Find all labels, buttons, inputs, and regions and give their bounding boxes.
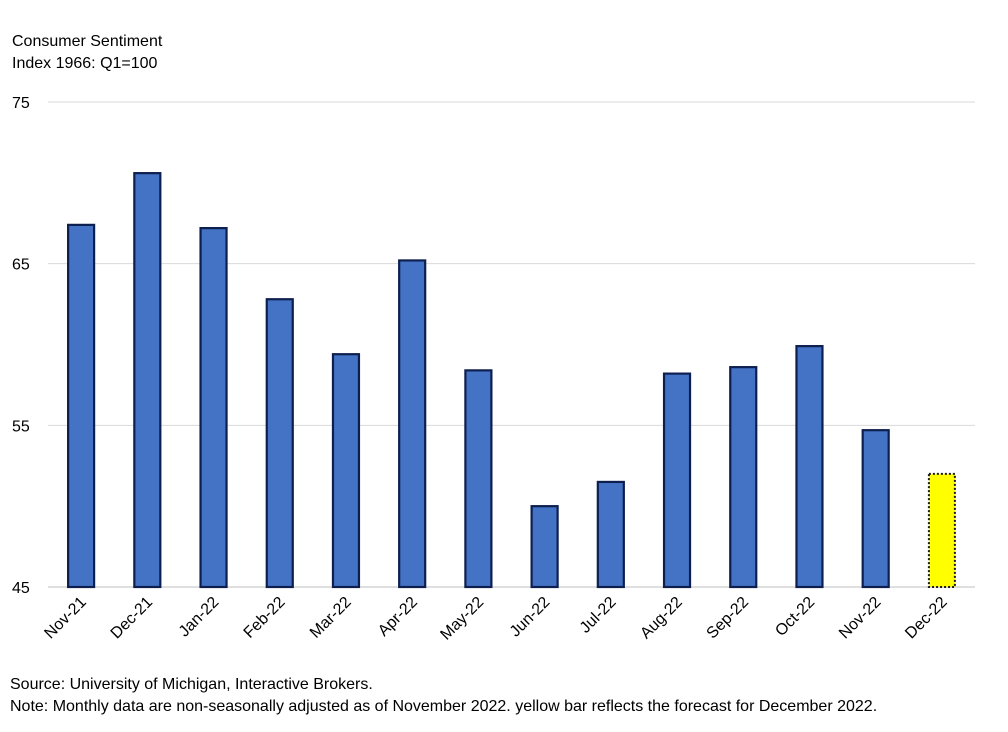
bar — [398, 259, 427, 589]
y-tick-label: 55 — [12, 418, 30, 435]
y-tick-label: 65 — [12, 257, 30, 274]
bar — [662, 372, 692, 589]
x-tick-label: Jan-22 — [176, 594, 223, 641]
methodology-note: Note: Monthly data are non-seasonally ad… — [10, 698, 878, 715]
bar — [729, 366, 758, 589]
x-tick-label: Dec-22 — [902, 594, 951, 643]
y-axis-ticks: 45 55 65 75 — [12, 95, 30, 597]
bar — [596, 480, 625, 589]
bar — [199, 227, 228, 589]
x-tick-label: Oct-22 — [772, 594, 818, 640]
bar — [331, 353, 361, 589]
x-tick-label: Jul-22 — [577, 594, 620, 637]
bar — [861, 429, 890, 589]
x-tick-label: Aug-22 — [637, 594, 686, 643]
bars — [67, 172, 956, 589]
x-tick-label: Nov-22 — [836, 594, 885, 643]
y-tick-label: 75 — [12, 95, 30, 112]
y-axis-title-line-1: Consumer Sentiment — [12, 33, 163, 50]
x-tick-label: May-22 — [437, 594, 487, 644]
x-tick-label: Nov-21 — [41, 594, 90, 643]
bar — [133, 172, 162, 589]
source-note: Source: University of Michigan, Interact… — [10, 676, 373, 693]
bar — [464, 369, 493, 589]
x-tick-label: Sep-22 — [704, 594, 753, 643]
x-tick-label: Mar-22 — [307, 594, 355, 642]
bar — [265, 298, 294, 589]
x-tick-label: Feb-22 — [241, 594, 289, 642]
x-tick-label: Dec-21 — [108, 594, 157, 643]
bar — [67, 223, 96, 589]
x-tick-label: Apr-22 — [375, 594, 421, 640]
gridlines — [48, 101, 975, 588]
bar — [795, 345, 824, 589]
y-axis-title-line-2: Index 1966: Q1=100 — [12, 55, 158, 72]
x-axis-ticks: Nov-21 Dec-21 Jan-22 Feb-22 Mar-22 Apr-22 May-… — [41, 594, 950, 644]
bar — [530, 505, 559, 589]
y-tick-label: 45 — [12, 580, 30, 597]
forecast-bar — [927, 472, 956, 589]
x-tick-label: Jun-22 — [507, 594, 554, 641]
